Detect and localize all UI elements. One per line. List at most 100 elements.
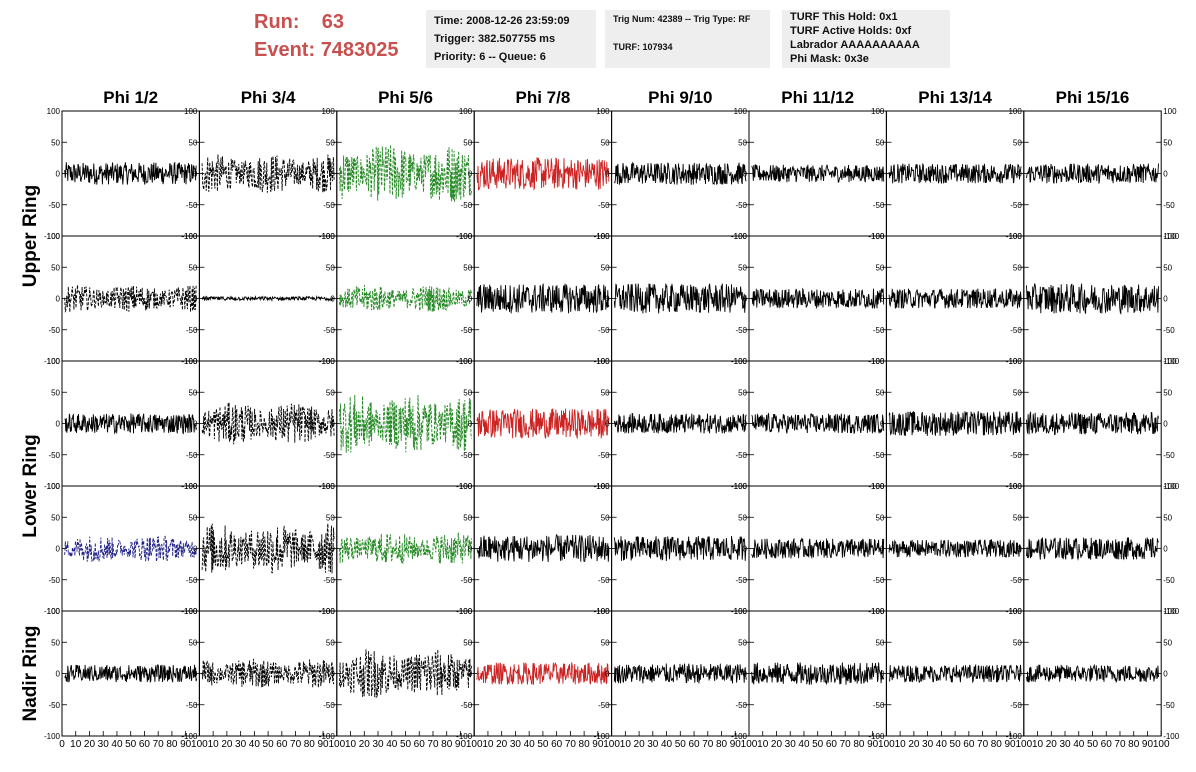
x-tick-label: 90: [730, 739, 742, 750]
y-tick-label: -50: [48, 326, 60, 335]
x-tick-label: 0: [59, 739, 65, 750]
y-tick-label: -100: [594, 732, 611, 741]
turf-info-box: TURF This Hold: 0x1 TURF Active Holds: 0…: [782, 10, 950, 68]
y-tick-label: -100: [456, 732, 473, 741]
y-tick-label: 100: [1008, 607, 1022, 616]
y-tick-label: 50: [51, 263, 60, 272]
x-tick-label: 50: [125, 739, 137, 750]
ring-label: Nadir Ring: [20, 625, 41, 721]
y-tick-label: -50: [48, 576, 60, 585]
y-tick-label: 0: [193, 545, 198, 554]
run-row: Run: 63: [254, 8, 399, 36]
x-tick-label: 100: [741, 739, 758, 750]
waveform-trace: [888, 288, 1022, 309]
y-tick-label: 0: [1017, 670, 1022, 679]
y-tick-label: 100: [1008, 232, 1022, 241]
y-tick-label: -50: [1010, 701, 1022, 710]
y-tick-label: -100: [1163, 482, 1180, 491]
y-tick-label: 0: [743, 420, 748, 429]
y-tick-label: 0: [605, 170, 610, 179]
y-tick-label: 50: [738, 263, 747, 272]
y-tick-label: 100: [47, 107, 61, 116]
y-tick-label: -50: [186, 326, 198, 335]
waveform-trace: [751, 163, 885, 183]
x-tick-label: 20: [1046, 739, 1058, 750]
y-tick-label: 0: [56, 420, 61, 429]
y-tick-label: 100: [871, 107, 885, 116]
x-tick-label: 20: [908, 739, 920, 750]
y-tick-label: -50: [461, 326, 473, 335]
y-tick-label: 50: [1013, 263, 1022, 272]
x-tick-label: 10: [1032, 739, 1044, 750]
y-tick-label: 0: [56, 295, 61, 304]
x-tick-label: 90: [180, 739, 192, 750]
x-tick-label: 80: [579, 739, 591, 750]
y-tick-label: -50: [873, 576, 885, 585]
y-tick-label: 50: [51, 513, 60, 522]
y-tick-label: 100: [321, 357, 335, 366]
x-tick-label: 70: [840, 739, 852, 750]
y-tick-label: 0: [743, 295, 748, 304]
x-tick-label: 20: [221, 739, 233, 750]
x-tick-label: 30: [510, 739, 522, 750]
waveform-trace: [476, 283, 610, 314]
waveform-trace: [339, 394, 472, 453]
y-tick-label: 100: [1163, 357, 1177, 366]
y-tick-label: 0: [56, 545, 61, 554]
waveform-trace: [613, 663, 747, 684]
y-tick-label: 0: [193, 170, 198, 179]
y-tick-label: -50: [48, 201, 60, 210]
event-row: Event: 7483025: [254, 36, 399, 64]
y-tick-label: 100: [596, 482, 610, 491]
y-tick-label: 50: [875, 388, 884, 397]
x-tick-label: 90: [317, 739, 329, 750]
y-tick-label: 50: [1163, 138, 1172, 147]
waveform-trace: [201, 658, 335, 688]
x-tick-label: 50: [675, 739, 687, 750]
y-tick-label: 50: [1163, 388, 1172, 397]
y-tick-label: 50: [1013, 638, 1022, 647]
y-tick-label: 100: [1008, 357, 1022, 366]
y-tick-label: -50: [461, 201, 473, 210]
y-tick-label: -100: [1163, 732, 1180, 741]
turf-line: TURF: 107934: [613, 42, 673, 52]
y-tick-label: 100: [1008, 482, 1022, 491]
y-tick-label: 50: [601, 513, 610, 522]
y-tick-label: 0: [193, 295, 198, 304]
y-tick-label: 50: [1013, 513, 1022, 522]
column-title: Phi 1/2: [103, 88, 158, 107]
y-tick-label: 100: [47, 232, 61, 241]
waveform-trace: [339, 532, 472, 564]
y-tick-label: 100: [734, 607, 748, 616]
y-tick-label: -50: [323, 701, 335, 710]
waveform-trace: [201, 294, 335, 303]
run-event-block: Run: 63 Event: 7483025: [254, 8, 399, 64]
y-tick-label: -50: [735, 701, 747, 710]
x-tick-label: 80: [716, 739, 728, 750]
phi-mask-line: Phi Mask: 0x3e: [790, 53, 869, 65]
x-tick-label: 50: [400, 739, 412, 750]
y-tick-label: -100: [868, 732, 885, 741]
y-tick-label: 100: [871, 232, 885, 241]
y-tick-label: 100: [47, 482, 61, 491]
y-tick-label: -50: [1010, 576, 1022, 585]
x-tick-label: 60: [688, 739, 700, 750]
y-tick-label: 50: [51, 638, 60, 647]
y-tick-label: 100: [459, 107, 473, 116]
waveform-trace: [476, 408, 610, 439]
y-tick-label: -100: [44, 357, 61, 366]
x-tick-label: 70: [702, 739, 714, 750]
y-tick-label: -50: [1163, 326, 1175, 335]
x-tick-label: 80: [991, 739, 1003, 750]
y-tick-label: -50: [1163, 576, 1175, 585]
y-tick-label: 50: [738, 388, 747, 397]
x-tick-label: 60: [1101, 739, 1113, 750]
y-tick-label: -100: [1163, 232, 1180, 241]
waveform-trace: [614, 161, 747, 185]
x-tick-label: 80: [853, 739, 865, 750]
y-tick-label: 0: [1017, 295, 1022, 304]
x-tick-label: 90: [867, 739, 879, 750]
labrador-line: Labrador AAAAAAAAAA: [790, 39, 920, 51]
event-value: 7483025: [320, 39, 399, 61]
waveform-trace: [64, 413, 198, 435]
